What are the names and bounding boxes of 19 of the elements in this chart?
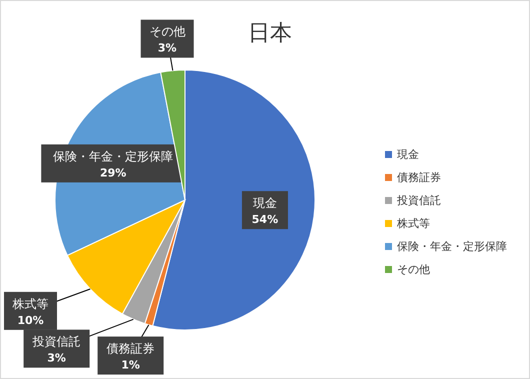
slice-label: 株式等 [12, 296, 48, 311]
data-label: 29% [100, 166, 126, 180]
slice-label: 投資信託 [32, 334, 81, 349]
slice-label: 保険・年金・定形保障 [53, 149, 174, 164]
data-label: 1% [121, 358, 140, 372]
legend-label: 投資信託 [396, 194, 441, 207]
data-label: 3% [47, 352, 66, 365]
data-label: 54% [252, 213, 278, 226]
slice-label: 現金 [252, 196, 277, 210]
legend-label: 株式等 [396, 217, 430, 230]
legend-label: 債務証券 [397, 171, 441, 184]
legend-label: その他 [397, 263, 430, 276]
data-label: 10% [17, 314, 44, 327]
legend-label: 現金 [397, 148, 419, 161]
data-label: 3% [158, 42, 177, 55]
slice-label: 債務証券 [106, 342, 155, 356]
legend-label: 保険・年金・定形保障 [397, 240, 507, 253]
slice-label: その他 [149, 24, 186, 39]
chart-title: 日本 [248, 21, 292, 46]
